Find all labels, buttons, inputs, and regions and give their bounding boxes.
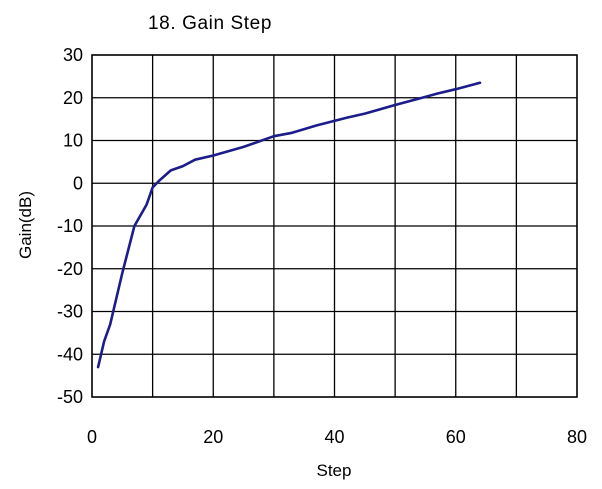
x-tick-label: 80	[567, 427, 587, 447]
x-tick-label: 60	[446, 427, 466, 447]
series-layer	[96, 81, 482, 369]
gain-series-line	[96, 81, 482, 369]
x-tick-label: 0	[87, 427, 97, 447]
y-tick-label: -20	[57, 259, 83, 279]
x-axis-label: Step	[317, 461, 352, 480]
plot-border	[91, 54, 578, 398]
x-tick-labels: 0 20 40 60 80	[87, 427, 587, 447]
y-tick-labels: 30 20 10 0 -10 -20 -30 -40 -50	[57, 45, 83, 407]
y-tick-label: -30	[57, 302, 83, 322]
x-tick-label: 40	[324, 427, 344, 447]
x-tick-label: 20	[203, 427, 223, 447]
y-tick-label: 20	[63, 88, 83, 108]
y-tick-label: 10	[63, 131, 83, 151]
y-axis-label: Gain(dB)	[16, 191, 35, 259]
chart-title: 18. Gain Step	[148, 13, 272, 34]
plot-frame	[91, 54, 578, 398]
y-tick-label: 30	[63, 45, 83, 65]
y-tick-label: 0	[73, 173, 83, 193]
y-tick-label: -40	[57, 344, 83, 364]
y-tick-label: -50	[57, 387, 83, 407]
plot-grid	[92, 55, 577, 397]
y-tick-label: -10	[57, 216, 83, 236]
